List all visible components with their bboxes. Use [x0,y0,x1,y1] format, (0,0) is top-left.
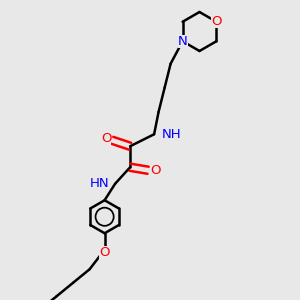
Text: O: O [211,15,222,28]
Text: O: O [150,164,161,177]
Text: HN: HN [89,177,109,190]
Text: O: O [101,132,111,145]
Text: N: N [178,35,188,48]
Text: NH: NH [162,128,181,141]
Text: O: O [99,246,110,259]
